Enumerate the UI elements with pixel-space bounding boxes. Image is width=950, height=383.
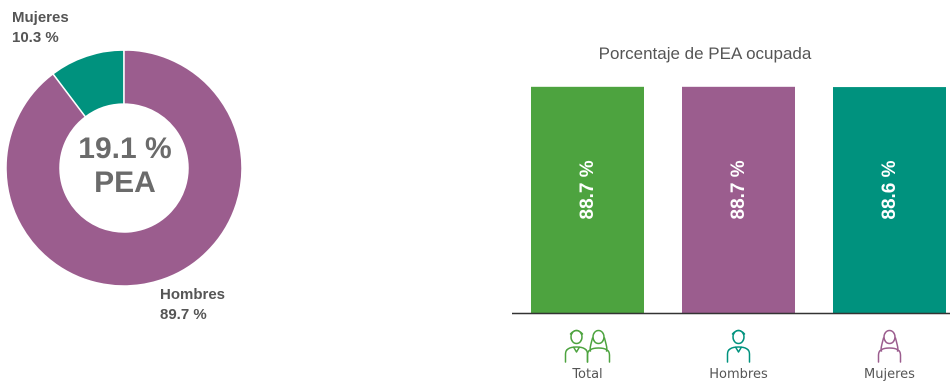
category-label-hombres: Hombres [679, 367, 799, 382]
couple-icon [566, 331, 610, 363]
bar-value-label-mujeres: 88.6 % [879, 160, 900, 219]
category-label-total: Total [528, 367, 648, 382]
bar-value-label-hombres: 88.7 % [728, 160, 749, 219]
bar-value-label-total: 88.7 % [577, 160, 598, 219]
category-label-mujeres: Mujeres [830, 367, 950, 382]
man-icon [728, 331, 750, 363]
woman-icon [879, 331, 901, 363]
